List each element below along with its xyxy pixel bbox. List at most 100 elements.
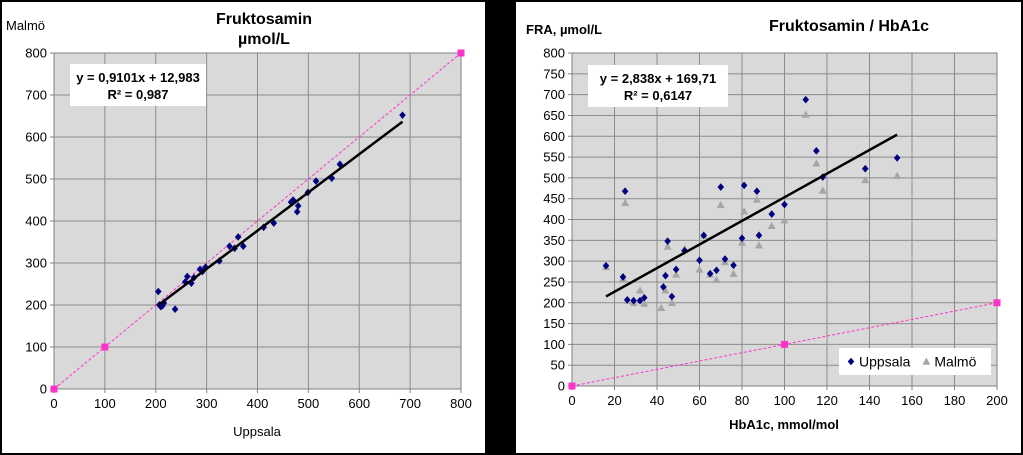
x-tick-label: 800 xyxy=(450,396,472,411)
data-point xyxy=(159,302,166,310)
x-tick-label: 300 xyxy=(196,396,218,411)
fructosamine-method-comparison-chart: 0 100 200 300 400 500 600 700 800 0 100 200 300 400 50… xyxy=(6,11,472,439)
trendline xyxy=(605,133,898,298)
y-tick-label: 500 xyxy=(543,170,565,185)
y-tick-label: 100 xyxy=(25,340,47,355)
data-point xyxy=(752,195,761,203)
data-point xyxy=(234,233,242,241)
y-axis-label: FRA, µmol/L xyxy=(526,22,602,37)
y-tick-label: 500 xyxy=(25,172,47,187)
data-point xyxy=(336,160,344,169)
chart-title: µmol/L xyxy=(238,31,290,48)
x-tick-label: 40 xyxy=(650,393,664,408)
y-tick-label: 250 xyxy=(543,274,565,289)
data-point xyxy=(657,303,666,311)
y-tick-label: 200 xyxy=(543,295,565,310)
y-tick-label: 150 xyxy=(543,316,565,331)
legend-label: Uppsala xyxy=(859,354,911,370)
data-point xyxy=(712,275,721,284)
y-tick-label: 100 xyxy=(543,337,565,352)
data-point xyxy=(781,200,788,209)
data-point xyxy=(293,207,301,216)
x-tick-label: 0 xyxy=(568,393,575,408)
y-tick-label: 400 xyxy=(543,212,565,227)
legend-marker xyxy=(922,357,931,365)
data-point xyxy=(183,272,191,281)
y-tick-label: 0 xyxy=(40,382,47,397)
equation-text: y = 0,9101x + 12,983 xyxy=(76,70,200,85)
data-point xyxy=(812,159,821,167)
x-tick-label: 160 xyxy=(901,393,923,408)
reference-marker xyxy=(101,343,109,351)
y-tick-label: 50 xyxy=(551,358,565,373)
x-axis-label: Uppsala xyxy=(233,424,281,439)
data-point xyxy=(818,186,827,194)
y-tick-label: 700 xyxy=(25,88,47,103)
reference-marker xyxy=(457,49,465,57)
reference-marker xyxy=(993,299,1001,307)
data-point xyxy=(640,299,649,307)
y-tick-label: 600 xyxy=(543,129,565,144)
data-point xyxy=(695,265,704,273)
x-tick-label: 100 xyxy=(94,396,116,411)
data-point xyxy=(160,299,168,307)
y-tick-label: 300 xyxy=(543,254,565,269)
legend-label: Malmö xyxy=(934,354,976,370)
data-point xyxy=(893,154,901,162)
data-point xyxy=(270,219,278,227)
y-tick-label: 300 xyxy=(25,256,47,271)
chart-title: Fruktosamin / HbA1c xyxy=(769,18,929,35)
reference-marker xyxy=(781,340,788,348)
x-tick-label: 200 xyxy=(986,393,1008,408)
data-point xyxy=(239,242,247,250)
y-tick-label: 400 xyxy=(25,214,47,229)
data-point xyxy=(202,263,209,271)
data-point xyxy=(663,242,672,250)
y-tick-label: 350 xyxy=(543,233,565,248)
y-tick-label: 700 xyxy=(543,87,565,102)
data-point xyxy=(716,200,725,209)
data-point xyxy=(312,177,320,185)
data-point xyxy=(226,242,233,250)
trendline xyxy=(157,120,404,307)
y-tick-label: 550 xyxy=(543,150,565,165)
reference-marker xyxy=(568,382,576,390)
data-point xyxy=(636,286,644,294)
data-point xyxy=(661,286,670,294)
x-tick-label: 120 xyxy=(816,393,838,408)
x-tick-label: 200 xyxy=(145,396,167,411)
data-point xyxy=(621,198,630,207)
y-axis-label: Malmö xyxy=(6,18,45,33)
data-point xyxy=(667,298,676,306)
equation-box xyxy=(70,64,206,106)
x-tick-label: 0 xyxy=(50,396,57,411)
data-point xyxy=(729,269,738,277)
y-tick-label: 600 xyxy=(25,130,47,145)
y-tick-label: 750 xyxy=(543,66,565,81)
x-tick-label: 180 xyxy=(944,393,966,408)
equation-text: R² = 0,987 xyxy=(107,87,168,102)
x-tick-label: 100 xyxy=(774,393,796,408)
legend-box xyxy=(839,348,991,375)
y-tick-label: 800 xyxy=(25,46,47,61)
data-point xyxy=(196,265,204,274)
chart-panel-right: 0 20 40 60 80 100 120 140 160 180 200 0 50 100 150 200 2… xyxy=(516,2,1021,453)
equation-text: R² = 0,6147 xyxy=(624,88,692,103)
reference-marker xyxy=(50,385,58,393)
data-point xyxy=(181,278,189,286)
data-point xyxy=(672,270,681,278)
x-tick-label: 600 xyxy=(348,396,370,411)
x-tick-label: 60 xyxy=(692,393,706,408)
data-point xyxy=(294,202,302,210)
data-point xyxy=(755,241,763,249)
x-tick-label: 80 xyxy=(735,393,749,408)
y-tick-label: 450 xyxy=(543,191,565,206)
data-point xyxy=(893,171,902,179)
data-point xyxy=(861,175,870,184)
equation-box xyxy=(588,65,728,107)
x-tick-label: 140 xyxy=(859,393,881,408)
y-tick-label: 800 xyxy=(543,46,565,61)
equation-text: y = 2,838x + 169,71 xyxy=(600,71,716,86)
data-point xyxy=(171,305,179,313)
fructosamine-vs-hba1c-chart: 0 20 40 60 80 100 120 140 160 180 200 0 50 100 150 200 2… xyxy=(526,18,1008,432)
